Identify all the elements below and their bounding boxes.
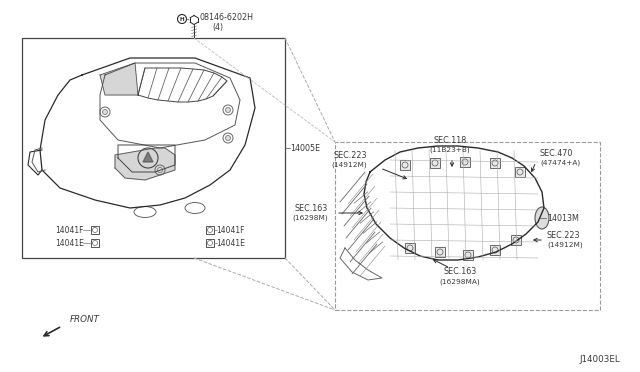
Bar <box>22 38 285 258</box>
Polygon shape <box>143 152 153 162</box>
Text: SEC.223: SEC.223 <box>333 151 367 160</box>
Text: 14013M: 14013M <box>547 214 579 222</box>
Circle shape <box>157 167 163 173</box>
Text: 14005E: 14005E <box>290 144 320 153</box>
Bar <box>405 243 415 253</box>
Text: (14912M): (14912M) <box>332 162 367 168</box>
Bar <box>515 167 525 177</box>
Bar <box>435 247 445 257</box>
Text: 14041E: 14041E <box>216 238 245 247</box>
Bar <box>460 157 470 167</box>
Text: 14041F: 14041F <box>216 225 244 234</box>
Circle shape <box>225 135 230 141</box>
Text: (47474+A): (47474+A) <box>540 160 580 166</box>
Bar <box>206 226 214 234</box>
Text: 14041E: 14041E <box>55 238 84 247</box>
Polygon shape <box>100 63 138 95</box>
Bar <box>91 226 99 234</box>
Text: SEC.118: SEC.118 <box>433 135 467 144</box>
Circle shape <box>102 109 108 115</box>
Bar <box>463 250 473 260</box>
Bar <box>490 245 500 255</box>
Text: SEC.163: SEC.163 <box>295 203 328 212</box>
Text: SEC.223: SEC.223 <box>547 231 580 240</box>
Circle shape <box>225 108 230 112</box>
Text: (11B23+B): (11B23+B) <box>429 147 470 153</box>
Bar <box>511 235 521 245</box>
Text: (4): (4) <box>212 22 223 32</box>
Bar <box>91 239 99 247</box>
Text: 14041F: 14041F <box>55 225 83 234</box>
Text: J14003EL: J14003EL <box>579 356 620 365</box>
Text: SEC.163: SEC.163 <box>444 267 477 276</box>
Text: (16298MA): (16298MA) <box>440 279 481 285</box>
Bar <box>335 142 600 310</box>
Bar <box>400 160 410 170</box>
Text: H: H <box>180 16 184 22</box>
Polygon shape <box>115 148 175 180</box>
Text: FRONT: FRONT <box>70 315 100 324</box>
Bar <box>430 158 440 168</box>
Text: SEC.470: SEC.470 <box>540 148 573 157</box>
Text: 08146-6202H: 08146-6202H <box>200 13 254 22</box>
Ellipse shape <box>535 207 549 229</box>
Bar <box>490 158 500 168</box>
Bar <box>206 239 214 247</box>
Text: (16298M): (16298M) <box>292 215 328 221</box>
Text: (14912M): (14912M) <box>547 242 583 248</box>
